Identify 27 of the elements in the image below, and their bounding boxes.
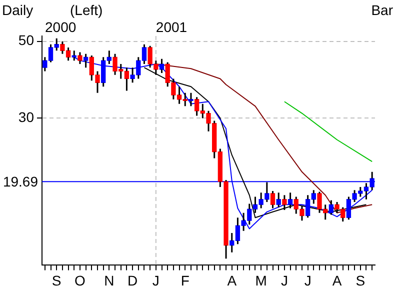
x-tick-label: A xyxy=(332,272,342,288)
candlestick xyxy=(282,194,287,211)
text: Bar xyxy=(371,2,394,18)
candlestick xyxy=(328,199,334,216)
x-tick-label: J xyxy=(280,272,288,288)
candlestick xyxy=(288,192,293,209)
x-tick-label: J xyxy=(152,272,160,288)
x-tick-label: O xyxy=(74,272,86,288)
ref-line-label: 2001 xyxy=(156,19,188,35)
text: Daily xyxy=(2,2,34,18)
x-tick-label: M xyxy=(255,272,267,288)
candlestick xyxy=(78,52,82,65)
x-tick-label: D xyxy=(127,272,138,288)
text: (Left) xyxy=(70,2,103,18)
text: 2000 xyxy=(45,19,76,35)
x-tick-label: J xyxy=(304,272,312,288)
x-tick-label: S xyxy=(356,272,366,288)
x-tick-label: F xyxy=(180,272,190,288)
y-tick-label: 30 xyxy=(18,109,34,126)
x-tick-label: S xyxy=(52,272,62,288)
candlestick xyxy=(188,92,194,107)
x-tick-label: A xyxy=(227,272,238,288)
candlestick xyxy=(270,190,276,209)
candlestick xyxy=(276,192,281,208)
y-tick-label: 50 xyxy=(18,32,34,48)
ref-line-label: 19.69 xyxy=(2,174,38,190)
x-tick-label: N xyxy=(104,272,114,288)
